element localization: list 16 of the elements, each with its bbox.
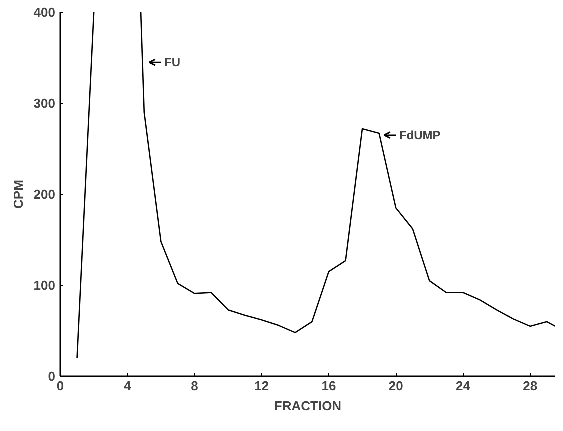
annotation: FdUMP	[399, 128, 441, 142]
x-axis-title: FRACTION	[274, 398, 342, 414]
x-tick-label: 24	[456, 378, 472, 394]
y-tick-label: 400	[34, 5, 56, 20]
y-axis-title: CPM	[10, 180, 26, 209]
y-tick-label: 300	[34, 96, 56, 111]
x-tick-label: 8	[191, 378, 198, 394]
y-tick-label: 100	[34, 278, 56, 293]
x-tick-label: 12	[254, 378, 270, 394]
x-tick-label: 16	[322, 378, 336, 394]
x-tick-label: 4	[124, 378, 132, 394]
x-tick-label: 20	[388, 378, 404, 394]
y-tick-label: 0	[48, 369, 56, 384]
y-tick-label: 200	[34, 187, 56, 202]
x-tick-label: 28	[523, 378, 538, 394]
annotation: FU	[164, 56, 181, 70]
